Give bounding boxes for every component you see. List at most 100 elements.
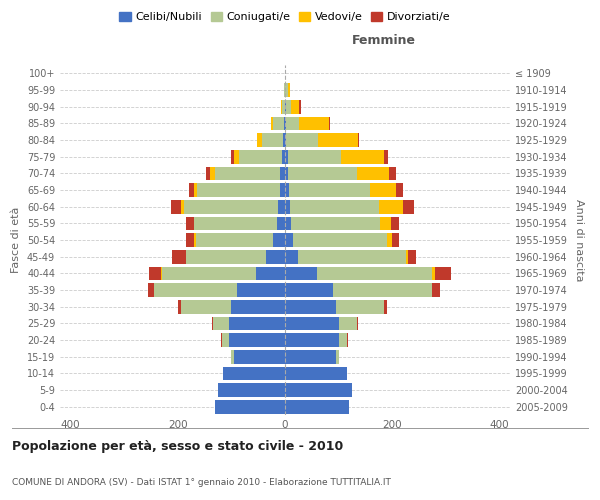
- Bar: [435, 266, 451, 280]
- Bar: [215, 166, 280, 180]
- Bar: [387, 233, 392, 247]
- Bar: [186, 250, 266, 264]
- Bar: [181, 300, 232, 314]
- Bar: [285, 250, 298, 264]
- Bar: [370, 183, 397, 197]
- Bar: [358, 133, 359, 147]
- Bar: [223, 333, 229, 347]
- Bar: [221, 333, 223, 347]
- Bar: [181, 200, 184, 213]
- Bar: [277, 216, 285, 230]
- Bar: [408, 250, 416, 264]
- Bar: [341, 150, 384, 164]
- Bar: [338, 316, 358, 330]
- Text: Popolazione per età, sesso e stato civile - 2010: Popolazione per età, sesso e stato civil…: [12, 440, 343, 453]
- Bar: [280, 183, 285, 197]
- Bar: [184, 200, 277, 213]
- Bar: [284, 116, 285, 130]
- Bar: [358, 166, 389, 180]
- Bar: [161, 266, 162, 280]
- Bar: [223, 366, 285, 380]
- Bar: [292, 100, 299, 114]
- Bar: [285, 400, 349, 413]
- Bar: [194, 216, 277, 230]
- Bar: [186, 233, 194, 247]
- Bar: [194, 233, 196, 247]
- Bar: [286, 116, 299, 130]
- Bar: [433, 283, 440, 297]
- Bar: [285, 133, 286, 147]
- Bar: [239, 150, 283, 164]
- Text: Femmine: Femmine: [352, 34, 416, 48]
- Bar: [380, 216, 391, 230]
- Bar: [232, 150, 234, 164]
- Bar: [287, 150, 341, 164]
- Bar: [433, 266, 435, 280]
- Bar: [336, 350, 338, 364]
- Bar: [215, 400, 285, 413]
- Bar: [283, 150, 285, 164]
- Bar: [273, 116, 284, 130]
- Bar: [154, 283, 237, 297]
- Bar: [285, 150, 287, 164]
- Bar: [281, 100, 283, 114]
- Bar: [178, 300, 181, 314]
- Bar: [285, 216, 292, 230]
- Bar: [229, 333, 285, 347]
- Bar: [273, 233, 285, 247]
- Bar: [232, 300, 285, 314]
- Bar: [317, 266, 433, 280]
- Bar: [285, 266, 317, 280]
- Bar: [188, 183, 194, 197]
- Bar: [234, 350, 285, 364]
- Bar: [283, 100, 285, 114]
- Bar: [149, 266, 161, 280]
- Bar: [256, 266, 285, 280]
- Bar: [257, 133, 262, 147]
- Bar: [285, 316, 338, 330]
- Bar: [285, 183, 289, 197]
- Bar: [234, 150, 239, 164]
- Bar: [379, 200, 403, 213]
- Bar: [336, 300, 384, 314]
- Bar: [194, 183, 197, 197]
- Legend: Celibi/Nubili, Coniugati/e, Vedovi/e, Divorziati/e: Celibi/Nubili, Coniugati/e, Vedovi/e, Di…: [115, 8, 455, 27]
- Bar: [299, 100, 301, 114]
- Bar: [392, 233, 398, 247]
- Bar: [285, 200, 290, 213]
- Bar: [286, 133, 318, 147]
- Bar: [210, 166, 215, 180]
- Bar: [397, 183, 403, 197]
- Bar: [285, 383, 352, 397]
- Bar: [280, 166, 285, 180]
- Bar: [271, 116, 273, 130]
- Bar: [237, 283, 285, 297]
- Bar: [318, 133, 358, 147]
- Bar: [285, 333, 338, 347]
- Bar: [285, 116, 286, 130]
- Y-axis label: Anni di nascita: Anni di nascita: [574, 198, 584, 281]
- Bar: [232, 350, 234, 364]
- Bar: [218, 383, 285, 397]
- Bar: [384, 150, 388, 164]
- Bar: [285, 366, 347, 380]
- Bar: [283, 133, 285, 147]
- Bar: [229, 316, 285, 330]
- Bar: [289, 183, 370, 197]
- Bar: [290, 200, 379, 213]
- Bar: [285, 283, 333, 297]
- Bar: [287, 83, 290, 97]
- Bar: [384, 300, 387, 314]
- Bar: [406, 250, 408, 264]
- Bar: [285, 166, 287, 180]
- Bar: [292, 216, 380, 230]
- Bar: [298, 250, 406, 264]
- Bar: [285, 100, 286, 114]
- Bar: [262, 133, 283, 147]
- Bar: [206, 166, 210, 180]
- Bar: [333, 283, 433, 297]
- Bar: [285, 350, 336, 364]
- Bar: [299, 116, 329, 130]
- Bar: [403, 200, 413, 213]
- Bar: [285, 233, 293, 247]
